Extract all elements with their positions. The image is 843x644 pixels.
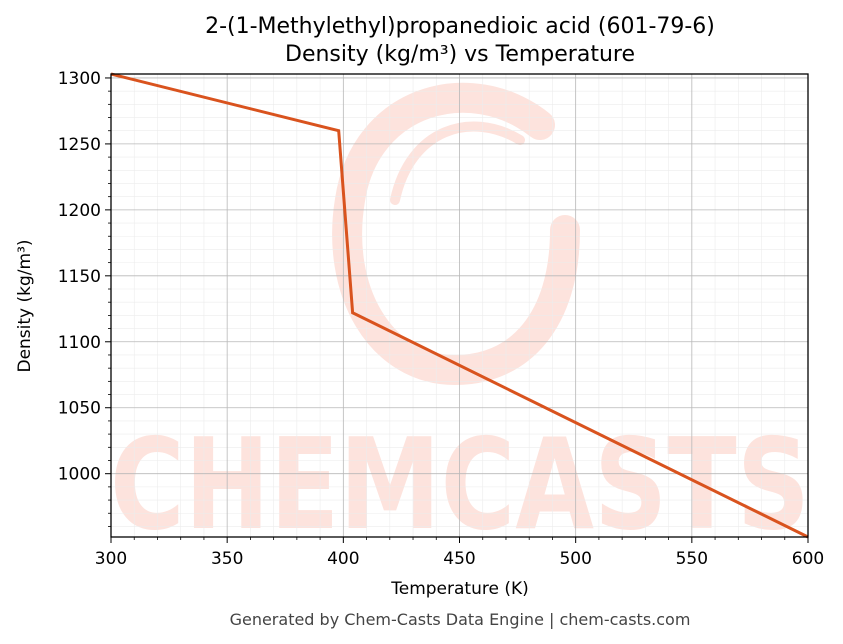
y-tick-label: 1250 bbox=[58, 135, 101, 155]
chart-title: 2-(1-Methylethyl)propanedioic acid (601-… bbox=[205, 14, 715, 39]
y-tick-label: 1000 bbox=[58, 465, 101, 485]
x-axis-label: Temperature (K) bbox=[390, 579, 529, 599]
x-tick-label: 500 bbox=[559, 549, 591, 569]
x-tick-label: 550 bbox=[676, 549, 708, 569]
y-tick-label: 1300 bbox=[58, 69, 101, 89]
footer-credit: Generated by Chem-Casts Data Engine | ch… bbox=[230, 610, 691, 629]
density-line bbox=[110, 72, 809, 539]
y-axis-tick-labels: 1000 1050 1100 1150 1200 1250 1300 bbox=[58, 69, 101, 485]
x-axis-tick-labels: 300 350 400 450 500 550 600 bbox=[95, 549, 824, 569]
y-tick-label: 1050 bbox=[58, 399, 101, 419]
x-axis-ticks bbox=[110, 537, 809, 543]
y-axis-ticks bbox=[105, 77, 111, 527]
x-tick-label: 600 bbox=[792, 549, 824, 569]
y-tick-label: 1100 bbox=[58, 333, 101, 353]
watermark-logo bbox=[332, 82, 580, 386]
chart-subtitle: Density (kg/m³) vs Temperature bbox=[285, 42, 635, 67]
y-tick-label: 1150 bbox=[58, 267, 101, 287]
x-tick-label: 400 bbox=[327, 549, 359, 569]
watermark: CHEMCASTS bbox=[110, 82, 810, 558]
x-tick-label: 450 bbox=[443, 549, 475, 569]
x-tick-label: 350 bbox=[211, 549, 243, 569]
y-axis-label: Density (kg/m³) bbox=[15, 239, 35, 372]
watermark-text: CHEMCASTS bbox=[110, 411, 810, 558]
x-tick-label: 300 bbox=[95, 549, 127, 569]
y-tick-label: 1200 bbox=[58, 201, 101, 221]
